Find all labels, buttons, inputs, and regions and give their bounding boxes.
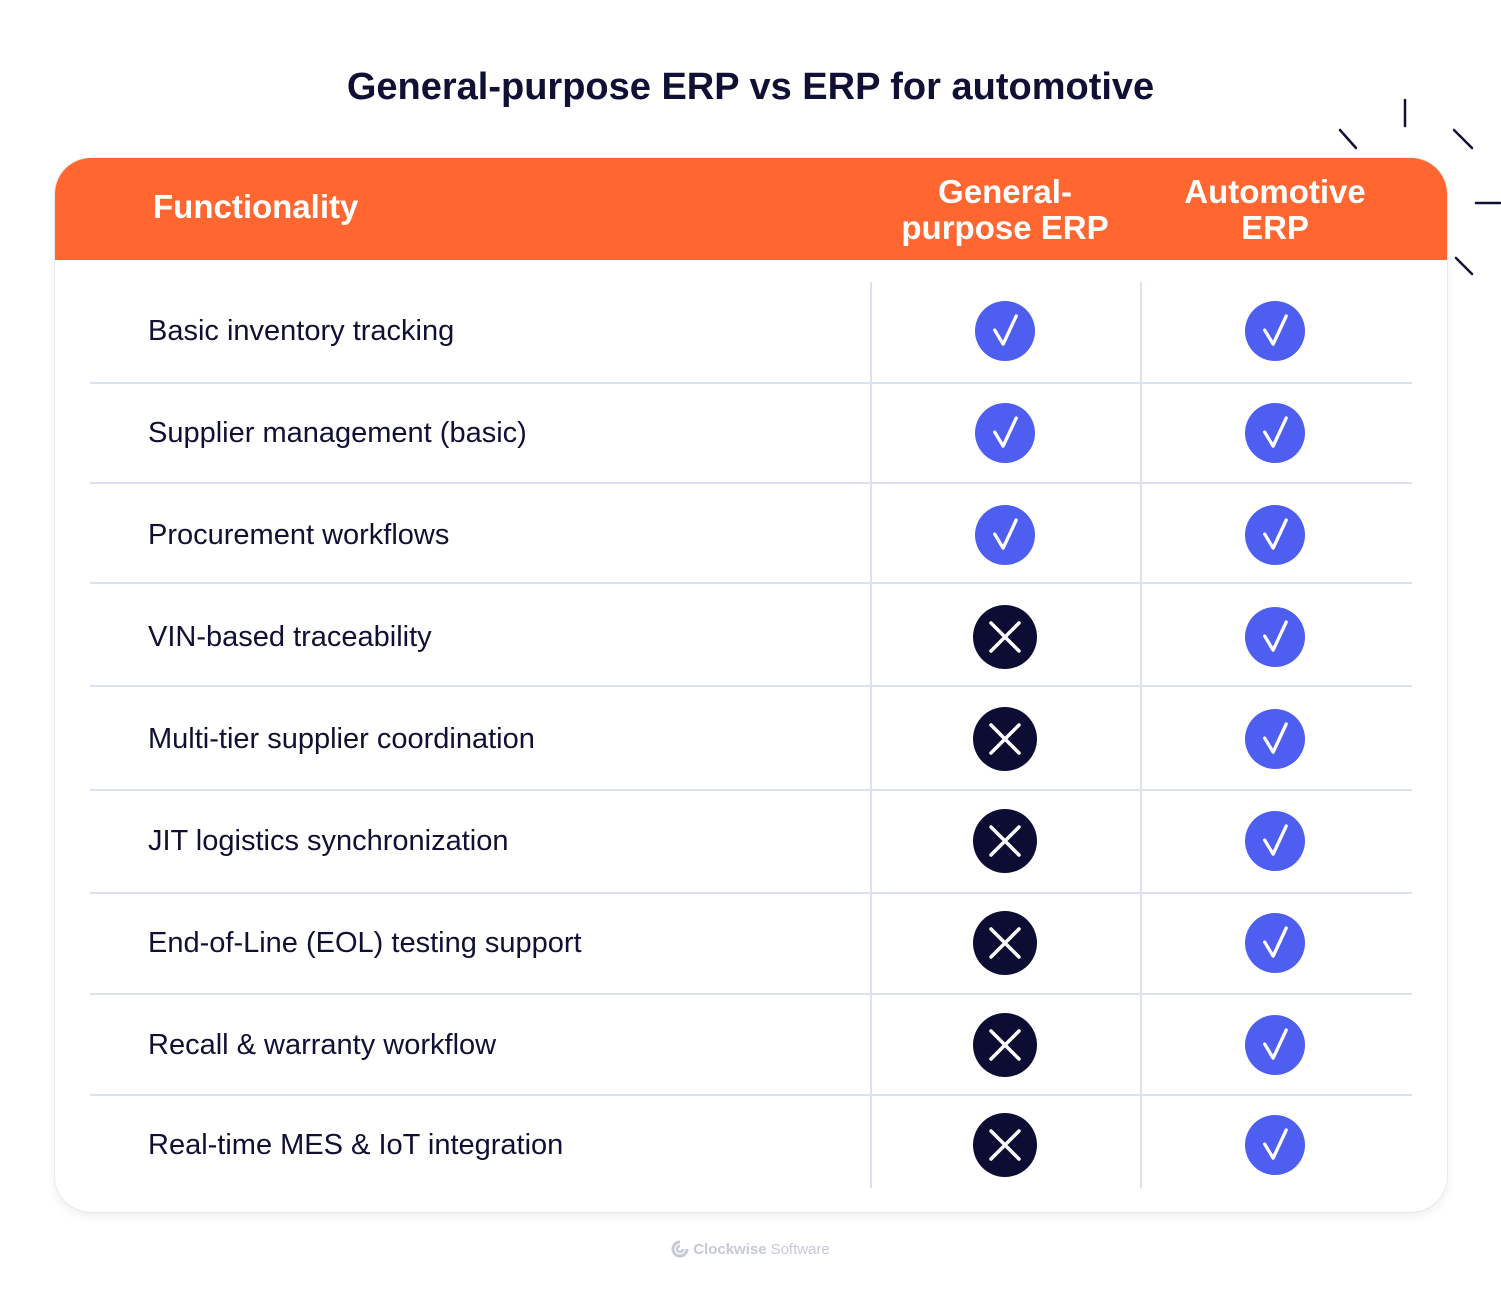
table-header: Functionality General- purpose ERP Autom… xyxy=(55,158,1447,260)
row-label: VIN-based traceability xyxy=(148,621,432,653)
check-circle-icon xyxy=(1245,811,1305,871)
comparison-table: Functionality General- purpose ERP Autom… xyxy=(55,158,1447,1212)
cross-circle-icon xyxy=(973,911,1037,975)
footer-brand-light: Software xyxy=(770,1240,830,1258)
check-circle-icon xyxy=(1245,1115,1305,1175)
header-general-purpose-erp: General- purpose ERP xyxy=(901,173,1109,246)
column-divider xyxy=(870,282,872,1188)
check-circle-icon xyxy=(1245,403,1305,463)
check-circle-icon xyxy=(1245,709,1305,769)
row-label: Procurement workflows xyxy=(148,519,450,551)
check-circle-icon xyxy=(1245,913,1305,973)
check-circle-icon xyxy=(1245,607,1305,667)
row-divider xyxy=(90,582,1412,584)
row-label: Recall & warranty workflow xyxy=(148,1029,497,1061)
row-label: End-of-Line (EOL) testing support xyxy=(148,927,582,959)
row-divider xyxy=(90,685,1412,687)
row-divider xyxy=(90,1094,1412,1096)
cross-circle-icon xyxy=(973,1013,1037,1077)
check-circle-icon xyxy=(975,403,1035,463)
check-circle-icon xyxy=(975,301,1035,361)
sparkle-decoration-icon xyxy=(1338,98,1501,276)
footer-logo: Clockwise Software xyxy=(0,1240,1501,1258)
header-automotive-erp: Automotive ERP xyxy=(1184,173,1366,246)
check-circle-icon xyxy=(1245,301,1305,361)
row-divider xyxy=(90,382,1412,384)
cross-circle-icon xyxy=(973,605,1037,669)
row-divider xyxy=(90,892,1412,894)
page-title: General-purpose ERP vs ERP for automotiv… xyxy=(346,66,1155,108)
header-functionality: Functionality xyxy=(153,188,359,225)
row-divider xyxy=(90,482,1412,484)
cross-circle-icon xyxy=(973,809,1037,873)
row-label: Real-time MES & IoT integration xyxy=(148,1129,564,1161)
row-label: JIT logistics synchronization xyxy=(148,825,509,857)
check-circle-icon xyxy=(1245,505,1305,565)
row-label: Basic inventory tracking xyxy=(148,315,455,347)
row-label: Multi-tier supplier coordination xyxy=(148,723,535,755)
footer-brand-bold: Clockwise xyxy=(693,1240,767,1258)
row-divider xyxy=(90,789,1412,791)
check-circle-icon xyxy=(1245,1015,1305,1075)
column-divider xyxy=(1140,282,1142,1188)
check-circle-icon xyxy=(975,505,1035,565)
row-label: Supplier management (basic) xyxy=(148,417,527,449)
row-divider xyxy=(90,993,1412,995)
cross-circle-icon xyxy=(973,707,1037,771)
clockwise-logo-icon xyxy=(671,1240,689,1258)
cross-circle-icon xyxy=(973,1113,1037,1177)
